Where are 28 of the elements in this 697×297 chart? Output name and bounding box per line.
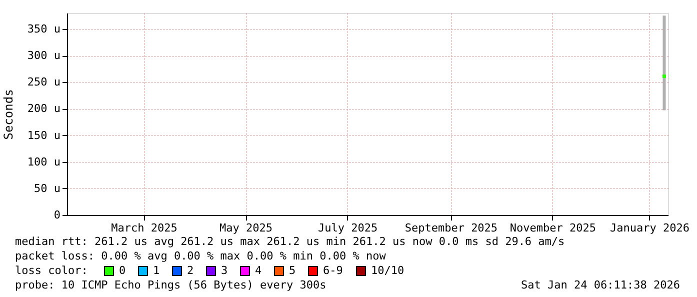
legend-label: 10/10: [371, 264, 404, 277]
legend-label: 0: [119, 264, 126, 277]
y-tick-label: 350 u: [27, 22, 60, 36]
text: packet loss: 0.00 % avg 0.00 % max 0.00 % min 0.00 % now: [15, 250, 386, 262]
text: Sat Jan 24 06:11:38 2026: [521, 278, 680, 292]
x-tick-label: November 2025: [510, 222, 596, 234]
legend-label: 3: [221, 264, 228, 277]
legend-label: 4: [255, 264, 262, 277]
x-tick-label: July 2025: [318, 222, 378, 234]
y-tick-label: 50 u: [34, 182, 60, 195]
y-tick-label: 300 u: [27, 49, 60, 62]
legend-label: 5: [289, 264, 296, 277]
y-tick-label: 250 u: [27, 76, 60, 89]
y-tick-label: 150 u: [27, 128, 60, 142]
y-axis-title: Seconds: [1, 89, 16, 140]
legend-label: 1: [153, 264, 160, 277]
legend-label: 6-9: [323, 264, 343, 277]
text: median rtt: 261.2 us avg 261.2 us max 261.2 us min 261.2 us now 0.0 ms sd 29.6 am/s: [15, 235, 565, 248]
text: probe: 10 ICMP Echo Pings (56 Bytes) every 300s: [15, 278, 326, 292]
x-tick-label: September 2025: [404, 222, 498, 234]
legend-label: 2: [187, 264, 194, 277]
x-tick-label: January 2026: [610, 222, 690, 234]
y-tick-label: 0: [54, 208, 60, 222]
y-tick-label: 200 u: [27, 102, 60, 116]
legend-title: loss color:: [15, 264, 88, 277]
x-tick-label: March 2025: [111, 222, 178, 234]
y-tick-label: 100 u: [27, 155, 60, 168]
x-tick-label: May 2025: [220, 222, 272, 234]
